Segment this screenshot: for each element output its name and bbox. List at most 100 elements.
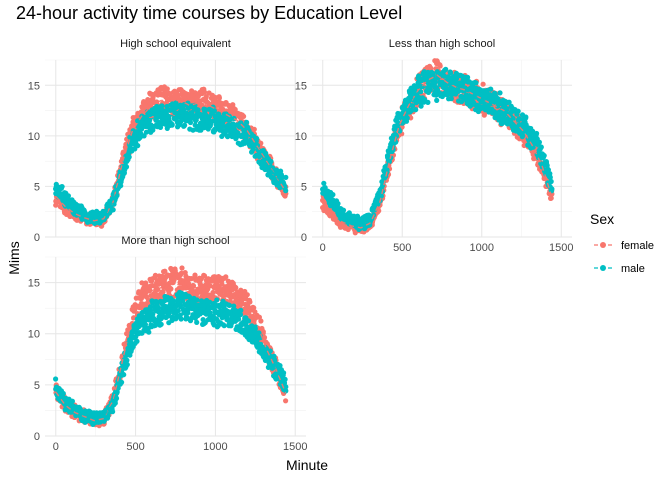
data-point-female	[376, 208, 382, 214]
data-point-female	[179, 265, 185, 271]
data-point-male	[155, 305, 162, 311]
data-point-male	[541, 153, 547, 159]
data-point-male	[110, 207, 116, 213]
data-point-male	[253, 324, 259, 330]
series-points-female	[320, 58, 555, 236]
data-point-male	[59, 184, 65, 190]
trend-line-male	[55, 114, 287, 219]
x-tick-label: 500	[126, 441, 144, 453]
data-point-male	[105, 413, 111, 419]
data-point-female	[210, 289, 216, 296]
data-point-male	[393, 133, 400, 139]
data-point-male	[110, 409, 116, 415]
data-point-female	[233, 285, 239, 291]
data-point-female	[247, 299, 253, 305]
data-point-male	[159, 103, 165, 109]
y-axis-title: Mims	[6, 241, 22, 274]
data-point-male	[194, 297, 200, 303]
y-tick-label: 15	[28, 278, 40, 290]
data-point-male	[283, 174, 289, 180]
data-point-female	[251, 126, 257, 132]
data-point-male	[536, 139, 543, 145]
data-point-male	[178, 316, 184, 322]
trend-line-female	[55, 283, 287, 422]
y-tick-label: 0	[34, 232, 40, 244]
data-point-male	[277, 363, 283, 369]
data-point-male	[195, 107, 201, 113]
data-point-male	[53, 376, 59, 382]
data-point-male	[443, 66, 449, 72]
data-point-female	[143, 280, 149, 286]
data-point-male	[409, 103, 416, 109]
data-point-male	[182, 122, 188, 128]
trend-line-female	[55, 99, 287, 222]
x-tick-label: 1000	[203, 441, 227, 453]
data-point-male	[254, 142, 261, 149]
data-point-male	[406, 98, 412, 104]
trend-line-male	[322, 82, 553, 225]
data-point-male	[178, 118, 184, 125]
data-point-male	[274, 167, 280, 173]
x-tick-label: 1500	[549, 242, 573, 254]
data-point-male	[425, 99, 431, 105]
data-point-male	[409, 107, 415, 113]
facet-panel: More than high school 0 5 10 15 0 500 1000 1500	[28, 235, 308, 453]
data-point-male	[238, 307, 244, 313]
data-point-male	[281, 370, 287, 376]
y-tick-label: 5	[34, 181, 40, 193]
data-point-male	[69, 398, 75, 404]
data-point-male	[434, 97, 440, 103]
data-point-female	[53, 202, 59, 208]
data-point-female	[207, 283, 213, 289]
data-point-male	[158, 321, 164, 327]
y-tick-label: 5	[34, 380, 40, 392]
y-tick-label: 10	[28, 131, 40, 143]
data-point-male	[283, 188, 289, 194]
data-point-male	[497, 90, 503, 96]
data-point-male	[245, 318, 252, 324]
data-point-male	[219, 315, 225, 321]
data-point-male	[538, 144, 544, 150]
data-point-male	[330, 192, 336, 198]
data-point-male	[170, 298, 176, 304]
data-point-female	[223, 274, 229, 280]
data-point-male	[268, 158, 274, 165]
data-point-male	[244, 119, 250, 125]
x-tick-label: 500	[393, 242, 411, 254]
data-point-male	[473, 80, 479, 86]
data-point-female	[201, 89, 208, 95]
data-point-male	[418, 89, 424, 95]
facet-strip-label: High school equivalent	[120, 38, 231, 50]
data-point-male	[118, 183, 124, 189]
data-point-male	[60, 390, 66, 397]
data-point-male	[520, 132, 526, 138]
data-point-male	[221, 117, 228, 123]
trend-line-male	[55, 304, 287, 420]
legend-item-female: female	[594, 240, 654, 252]
data-point-male	[271, 353, 277, 359]
series-points-male	[53, 100, 289, 226]
x-axis-title: Minute	[286, 457, 328, 473]
data-point-male	[523, 114, 529, 120]
data-point-male	[283, 384, 289, 390]
data-point-male	[134, 338, 140, 344]
data-point-male	[413, 107, 419, 113]
data-point-male	[254, 136, 260, 142]
data-point-male	[465, 74, 471, 80]
x-tick-label: 0	[320, 242, 326, 254]
data-point-female	[244, 292, 250, 298]
data-point-male	[448, 96, 454, 102]
data-point-female	[283, 398, 289, 404]
data-point-female	[230, 102, 236, 108]
data-point-male	[534, 130, 540, 137]
data-point-male	[157, 124, 164, 130]
x-tick-label: 1500	[283, 441, 307, 453]
data-point-male	[335, 201, 341, 207]
data-point-male	[114, 389, 120, 395]
legend: Sex female male	[590, 211, 654, 275]
data-point-male	[427, 87, 433, 93]
data-point-female	[251, 305, 257, 311]
data-point-male	[516, 116, 522, 122]
data-point-male	[226, 302, 232, 308]
data-point-male	[135, 143, 141, 149]
